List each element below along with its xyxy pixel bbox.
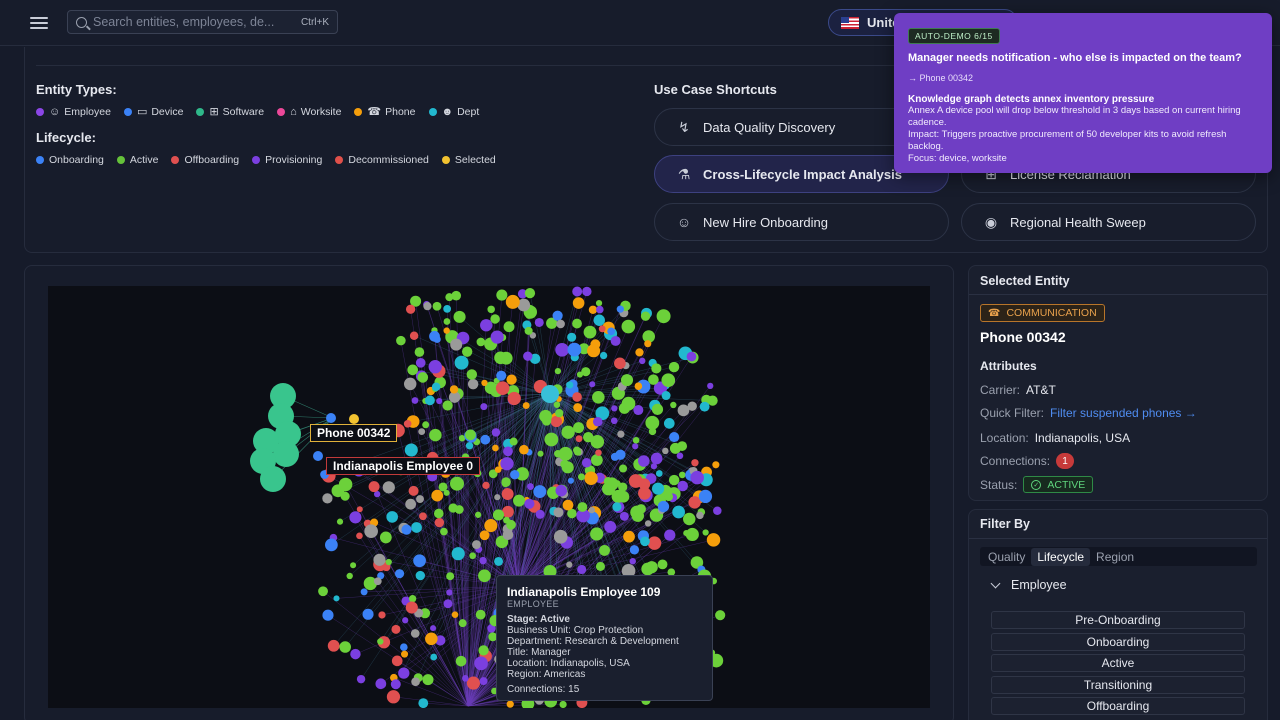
tooltip-connections: Connections: 15 (507, 684, 580, 695)
search-input[interactable] (93, 15, 295, 29)
attributes-title: Attributes (980, 359, 1037, 373)
legend-worksite[interactable]: ⌂ Worksite (277, 106, 341, 118)
attr-carrier: Carrier: AT&T (980, 383, 1056, 397)
laptop-icon: ▭ (136, 106, 148, 118)
tooltip-subtitle: EMPLOYEE (507, 599, 559, 609)
filter-title: Filter By (980, 517, 1031, 531)
tab-region[interactable]: Region (1096, 549, 1135, 564)
graph-svg[interactable] (48, 286, 930, 708)
tab-quality[interactable]: Quality (988, 549, 1026, 564)
status-badge: ✓ ACTIVE (1023, 476, 1094, 493)
grid-icon: ⊞ (209, 106, 219, 118)
legend-onboarding[interactable]: Onboarding (36, 154, 104, 166)
legend-employee[interactable]: ☺ Employee (36, 106, 111, 118)
search-box[interactable]: Ctrl+K (67, 10, 338, 34)
demo-line-3: Focus: device, worksite (908, 153, 1007, 164)
legend-active[interactable]: Active (116, 154, 158, 166)
employee-accordion[interactable]: Employee (990, 578, 1067, 592)
legend-software[interactable]: ⊞ Software (196, 105, 264, 118)
lifecycle-legend: Onboarding Active Offboarding Provisioni… (36, 154, 509, 166)
demo-line-2: Impact: Triggers proactive procurement o… (908, 129, 1227, 152)
graph-label-phone: Phone 00342 (310, 424, 398, 442)
graph-label-employee: Indianapolis Employee 0 (326, 457, 481, 475)
tooltip-department: Department: Research & Development (507, 636, 679, 647)
tooltip-title-field: Title: Manager (507, 647, 571, 658)
house-icon: ⌂ (290, 105, 297, 118)
legend-provisioning[interactable]: Provisioning (252, 154, 322, 166)
tooltip-region: Region: Americas (507, 669, 586, 680)
tooltip-stage: Stage: Active (507, 614, 570, 625)
demo-reference: → Phone 00342 (908, 73, 974, 83)
demo-step-badge: AUTO-DEMO 6/15 (908, 28, 1000, 44)
legend-dept[interactable]: ☻ Dept (428, 105, 479, 118)
stage-transitioning[interactable]: Transitioning (991, 676, 1245, 694)
lifecycle-title: Lifecycle: (36, 130, 96, 145)
attr-location: Location: Indianapolis, USA (980, 431, 1131, 445)
flask-icon: ⚗ (677, 165, 691, 182)
legend-device[interactable]: ▭ Device (123, 105, 183, 118)
us-flag-icon (841, 16, 859, 29)
filter-suspended-phones-link[interactable]: Filter suspended phones → (1050, 406, 1197, 420)
filter-tabs: Quality Lifecycle Region (980, 547, 1257, 566)
tooltip-business-unit: Business Unit: Crop Protection (507, 625, 644, 636)
connections-count-badge: 1 (1056, 453, 1075, 469)
knowledge-graph-canvas[interactable] (48, 286, 930, 708)
node-tooltip: Indianapolis Employee 109 EMPLOYEE Stage… (496, 575, 713, 701)
stage-offboarding[interactable]: Offboarding (991, 697, 1245, 715)
divider (36, 65, 1268, 66)
menu-icon[interactable] (30, 14, 48, 32)
search-shortcut: Ctrl+K (300, 16, 329, 28)
tooltip-title: Indianapolis Employee 109 (507, 585, 661, 599)
check-icon: ✓ (1031, 479, 1042, 490)
demo-line-1: Annex A device pool will drop below thre… (908, 105, 1241, 128)
attr-connections: Connections: 1 (980, 453, 1075, 469)
entity-name: Phone 00342 (980, 329, 1066, 345)
use-case-title: Use Case Shortcuts (654, 82, 777, 97)
grid-icon: ⊞ (985, 165, 997, 182)
person-icon: ☺ (49, 105, 61, 118)
legend-phone[interactable]: ☎ Phone (354, 105, 416, 118)
globe-icon: ◉ (984, 213, 998, 230)
person-icon: ☺ (676, 214, 692, 230)
stage-onboarding[interactable]: Onboarding (991, 633, 1245, 651)
regional-health-sweep-button[interactable]: ◉ Regional Health Sweep (961, 203, 1256, 241)
attr-quick-filter: Quick Filter: Filter suspended phones → (980, 406, 1197, 420)
demo-heading: Knowledge graph detects annex inventory … (908, 94, 1155, 105)
selected-entity-title: Selected Entity (980, 274, 1070, 288)
new-hire-onboarding-button[interactable]: ☺ New Hire Onboarding (654, 203, 949, 241)
legend-selected[interactable]: Selected (441, 154, 496, 166)
chevron-down-icon (990, 578, 1001, 589)
tooltip-location: Location: Indianapolis, USA (507, 658, 630, 669)
entity-types-title: Entity Types: (36, 82, 117, 97)
stage-pre-onboarding[interactable]: Pre-Onboarding (991, 611, 1245, 629)
stage-active[interactable]: Active (991, 654, 1245, 672)
tab-lifecycle[interactable]: Lifecycle (1031, 547, 1091, 566)
people-icon: ☻ (441, 105, 454, 118)
entity-type-badge: ☎ COMMUNICATION (980, 304, 1105, 322)
entity-types-legend: ☺ Employee ▭ Device ⊞ Software ⌂ Worksite ☎ P… (36, 105, 492, 118)
region-label: Unite (867, 15, 900, 30)
phone-icon: ☎ (988, 307, 1001, 319)
legend-decommissioned[interactable]: Decommissioned (335, 154, 429, 166)
legend-offboarding[interactable]: Offboarding (171, 154, 239, 166)
search-icon (76, 16, 87, 28)
attr-status: Status: ✓ ACTIVE (980, 476, 1094, 493)
phone-icon: ☎ (367, 106, 382, 118)
auto-demo-popup: AUTO-DEMO 6/15 Manager needs notificatio… (894, 13, 1272, 173)
demo-question: Manager needs notification - who else is… (908, 52, 1242, 64)
lightning-icon: ↯ (678, 118, 690, 135)
